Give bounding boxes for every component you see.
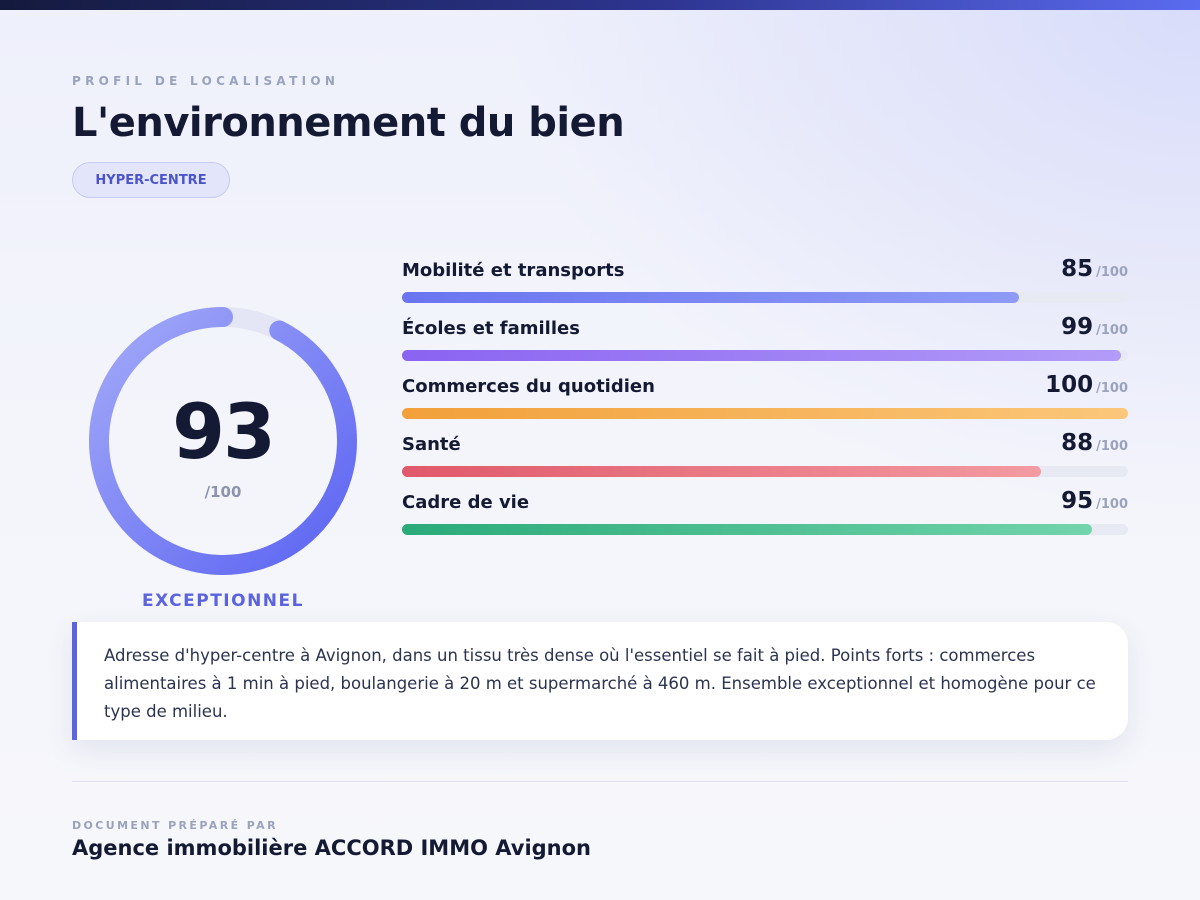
metric-value: 88	[1061, 430, 1094, 456]
location-type-badge: HYPER-CENTRE	[72, 162, 230, 198]
metric-fill	[402, 292, 1020, 303]
overall-rating: EXCEPTIONNEL	[142, 591, 304, 611]
metric-max: /100	[1096, 265, 1128, 280]
top-accent-bar	[0, 0, 1200, 10]
overall-score: 93	[172, 387, 276, 476]
metric-score: 88 /100	[1061, 430, 1128, 456]
metric-track	[402, 350, 1128, 361]
location-summary-card: Adresse d'hyper-centre à Avignon, dans u…	[72, 622, 1128, 740]
metrics-list: Mobilité et transports 85 /100 Écoles et…	[402, 252, 1128, 542]
metric-value: 99	[1061, 314, 1094, 340]
metric-value: 85	[1061, 256, 1094, 282]
metric-label: Mobilité et transports	[402, 260, 625, 281]
page-title: L'environnement du bien	[72, 100, 625, 146]
metric-value: 100	[1045, 372, 1094, 398]
metric-fill	[402, 350, 1121, 361]
metric-label: Santé	[402, 434, 461, 455]
metric-max: /100	[1096, 323, 1128, 338]
metric-score: 99 /100	[1061, 314, 1128, 340]
metric-max: /100	[1096, 497, 1128, 512]
overall-score-max: /100	[204, 483, 242, 501]
agency-name: Agence immobilière ACCORD IMMO Avignon	[72, 836, 592, 860]
metric-health: Santé 88 /100	[402, 426, 1128, 484]
gauge-ring	[89, 307, 357, 575]
metric-max: /100	[1096, 381, 1128, 396]
metric-shops: Commerces du quotidien 100 /100	[402, 368, 1128, 426]
metric-score: 85 /100	[1061, 256, 1128, 282]
metric-score: 100 /100	[1045, 372, 1128, 398]
metric-track	[402, 524, 1128, 535]
gauge-arc	[89, 307, 357, 575]
metric-label: Commerces du quotidien	[402, 376, 655, 397]
metric-label: Cadre de vie	[402, 492, 530, 513]
metric-living-environment: Cadre de vie 95 /100	[402, 484, 1128, 542]
metric-fill	[402, 408, 1128, 419]
metric-mobility: Mobilité et transports 85 /100	[402, 252, 1128, 310]
metric-track	[402, 466, 1128, 477]
metric-fill	[402, 524, 1092, 535]
prepared-by-label: DOCUMENT PRÉPARÉ PAR	[72, 819, 278, 832]
metric-track	[402, 292, 1128, 303]
metric-schools: Écoles et familles 99 /100	[402, 310, 1128, 368]
metric-score: 95 /100	[1061, 488, 1128, 514]
metric-label: Écoles et familles	[402, 318, 580, 339]
footer-divider	[72, 781, 1128, 782]
metric-fill	[402, 466, 1041, 477]
metric-value: 95	[1061, 488, 1094, 514]
section-eyebrow: PROFIL DE LOCALISATION	[72, 74, 340, 88]
location-summary-text: Adresse d'hyper-centre à Avignon, dans u…	[104, 646, 1096, 721]
metric-max: /100	[1096, 439, 1128, 454]
metric-track	[402, 408, 1128, 419]
overall-score-gauge: 93 /100	[85, 303, 361, 579]
